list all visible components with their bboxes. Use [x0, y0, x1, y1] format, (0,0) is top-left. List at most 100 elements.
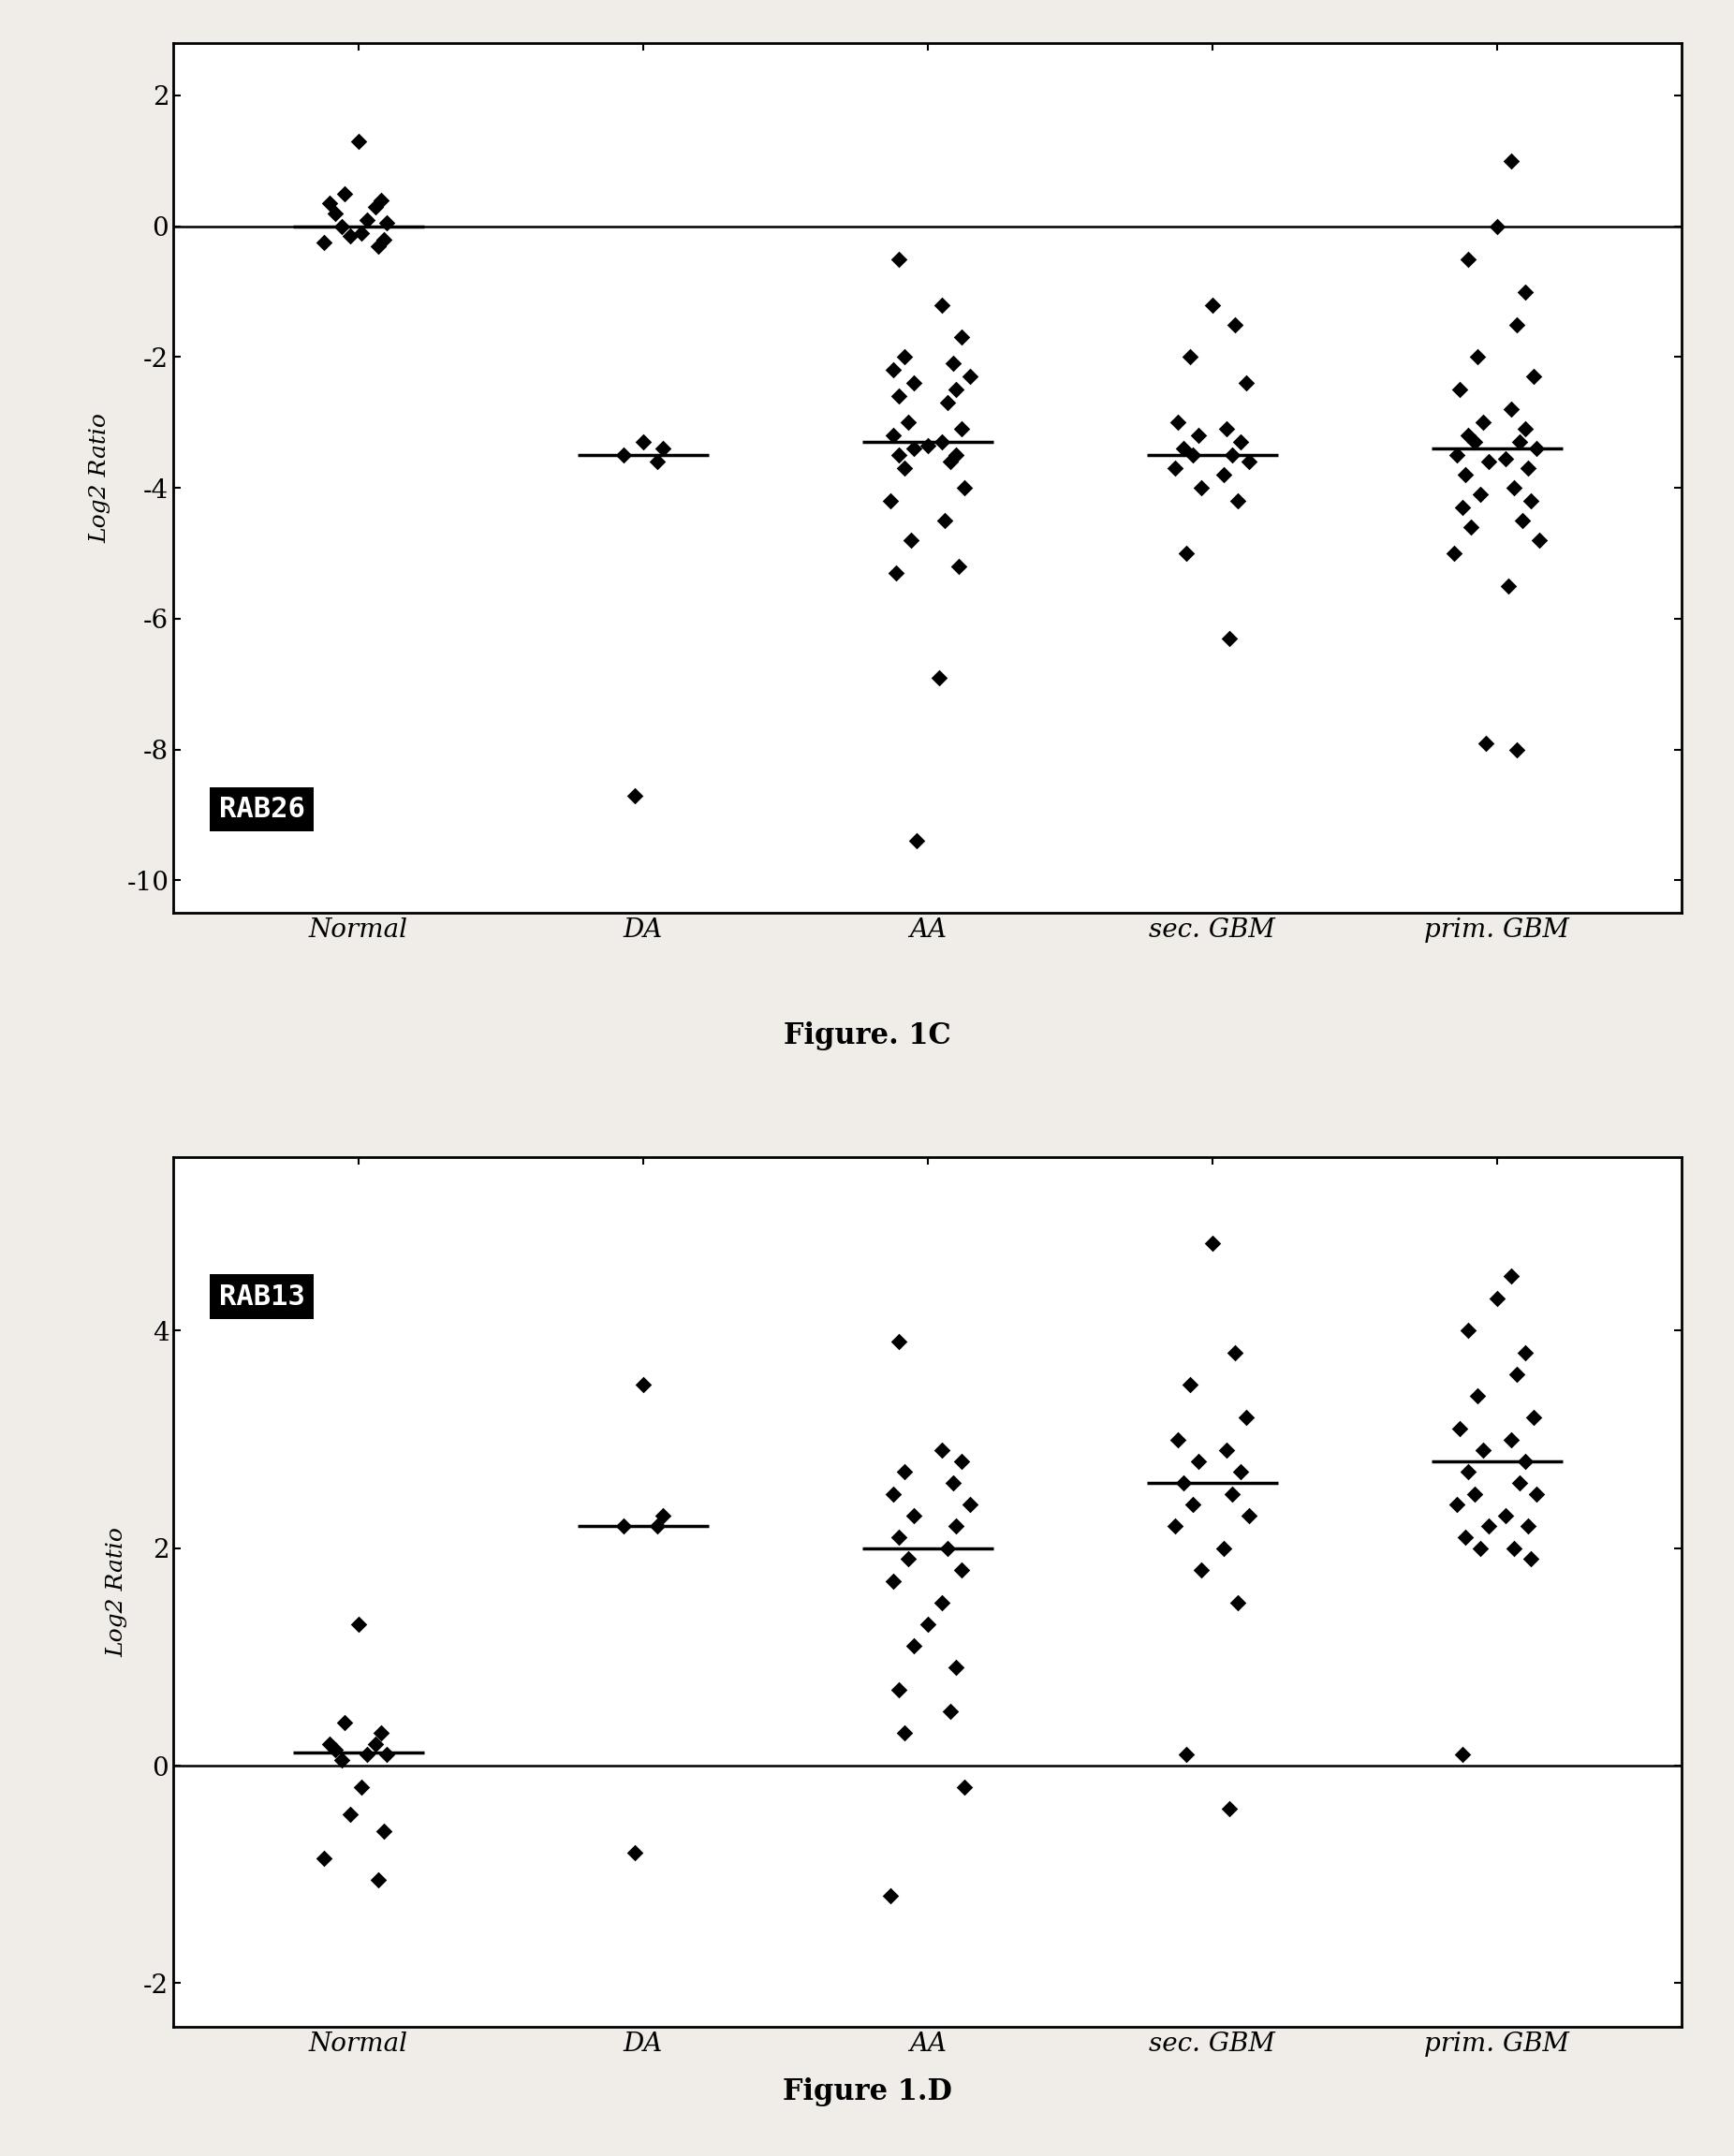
Point — [1491, 442, 1519, 476]
Point — [936, 1695, 964, 1729]
Point — [942, 438, 969, 472]
Point — [1212, 412, 1240, 446]
Point — [1521, 1401, 1548, 1436]
Point — [1450, 489, 1477, 524]
Point — [1221, 306, 1248, 341]
Point — [883, 556, 910, 591]
Point — [1176, 341, 1203, 375]
Point — [329, 1705, 357, 1740]
Point — [1458, 511, 1486, 545]
Point — [942, 373, 969, 407]
Y-axis label: Log2 Ratio: Log2 Ratio — [90, 414, 111, 543]
Point — [900, 1628, 928, 1662]
Point — [1176, 1367, 1203, 1401]
Point — [879, 1477, 907, 1511]
Point — [364, 229, 392, 263]
Point — [1465, 476, 1493, 511]
Point — [1517, 483, 1545, 517]
Point — [1233, 1401, 1261, 1436]
Point — [891, 451, 919, 485]
Point — [629, 425, 657, 459]
Point — [1210, 457, 1238, 492]
Text: Figure 1.D: Figure 1.D — [782, 2078, 952, 2106]
Point — [886, 241, 914, 276]
Point — [1172, 1738, 1200, 1772]
Point — [1198, 287, 1226, 321]
Point — [1498, 1259, 1526, 1294]
Point — [1188, 1552, 1216, 1587]
Point — [1164, 405, 1191, 440]
Point — [1491, 1498, 1519, 1533]
Point — [1521, 360, 1548, 395]
Point — [1443, 438, 1470, 472]
Point — [1505, 425, 1533, 459]
Point — [948, 321, 976, 356]
Point — [1509, 502, 1536, 537]
Point — [900, 367, 928, 401]
Point — [886, 1673, 914, 1708]
Point — [310, 226, 338, 261]
Point — [891, 1455, 919, 1490]
Point — [362, 190, 390, 224]
Point — [1441, 537, 1469, 571]
Text: RAB13: RAB13 — [218, 1283, 305, 1311]
Point — [1503, 1356, 1531, 1391]
Point — [895, 405, 922, 440]
Point — [1228, 425, 1255, 459]
Point — [877, 483, 905, 517]
Point — [896, 524, 924, 558]
Point — [323, 196, 350, 231]
Point — [1522, 1477, 1550, 1511]
Point — [354, 203, 381, 237]
Point — [902, 824, 929, 858]
Point — [649, 1498, 676, 1533]
Point — [1460, 425, 1488, 459]
Point — [1443, 1488, 1470, 1522]
Point — [942, 1651, 969, 1686]
Point — [891, 1716, 919, 1751]
Point — [1460, 1477, 1488, 1511]
Point — [369, 222, 397, 257]
Point — [891, 341, 919, 375]
Point — [373, 1738, 401, 1772]
Point — [914, 429, 942, 464]
Point — [1465, 1531, 1493, 1565]
Point — [1455, 1313, 1483, 1348]
Point — [1210, 1531, 1238, 1565]
Point — [1216, 1792, 1243, 1826]
Point — [1472, 727, 1500, 761]
Point — [1474, 1509, 1502, 1544]
Point — [310, 1841, 338, 1876]
Point — [879, 418, 907, 453]
Point — [1164, 1423, 1191, 1457]
Point — [1170, 1466, 1198, 1501]
Text: RAB26: RAB26 — [218, 796, 305, 824]
Point — [316, 1727, 343, 1761]
Point — [1170, 431, 1198, 466]
Point — [1224, 1585, 1252, 1619]
Point — [368, 1716, 395, 1751]
Point — [1198, 1227, 1226, 1261]
Point — [936, 444, 964, 479]
Point — [328, 209, 355, 244]
Point — [957, 1488, 985, 1522]
Point — [1184, 418, 1212, 453]
Point — [948, 1552, 976, 1587]
Point — [336, 1798, 364, 1833]
Point — [940, 1466, 968, 1501]
Point — [950, 1770, 978, 1805]
Text: Figure. 1C: Figure. 1C — [784, 1022, 950, 1050]
Point — [649, 431, 676, 466]
Point — [1495, 569, 1522, 604]
Point — [1463, 341, 1491, 375]
Point — [957, 360, 985, 395]
Point — [948, 1445, 976, 1479]
Point — [1450, 1738, 1477, 1772]
Point — [1233, 367, 1261, 401]
Point — [1469, 1434, 1496, 1468]
Point — [1212, 1434, 1240, 1468]
Point — [368, 183, 395, 218]
Y-axis label: Log2 Ratio: Log2 Ratio — [106, 1526, 128, 1656]
Point — [1179, 438, 1207, 472]
Point — [1483, 1281, 1510, 1315]
